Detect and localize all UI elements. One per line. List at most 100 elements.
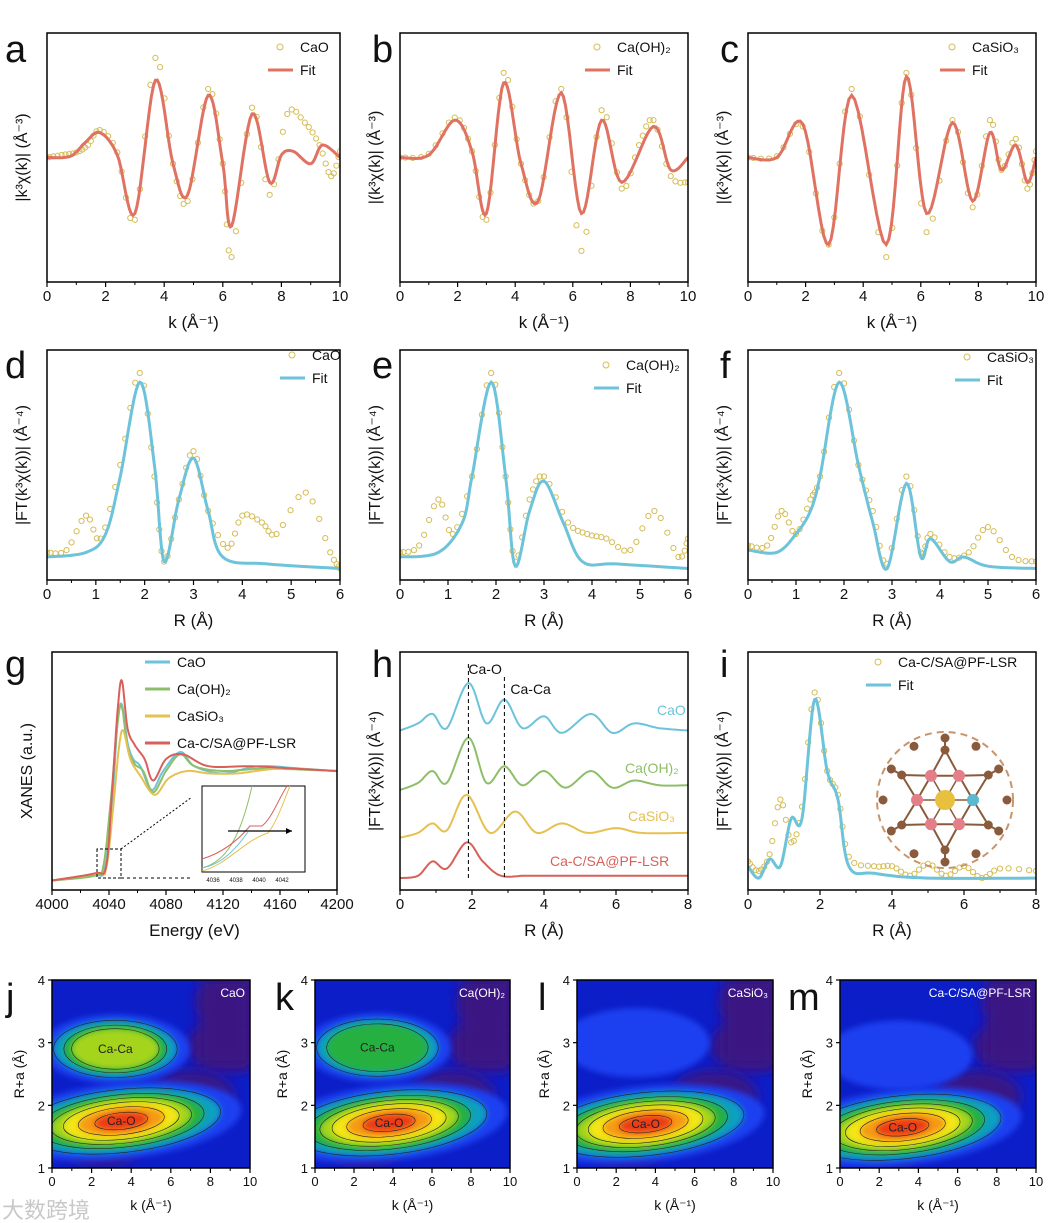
y-tick-label: 1: [301, 1161, 308, 1176]
x-tick-label: 0: [836, 1174, 843, 1189]
data-point: [309, 498, 316, 505]
data-point: [284, 110, 291, 118]
carbon-atom: [971, 849, 981, 859]
data-point: [684, 179, 688, 186]
data-point: [224, 544, 231, 551]
series-label: Ca(OH)₂: [625, 760, 679, 776]
legend-label: CaSiO₃: [972, 39, 1019, 55]
data-point: [677, 179, 684, 186]
x-tick-label: 1: [92, 586, 100, 603]
data-point: [782, 510, 789, 518]
data-point: [435, 496, 442, 503]
data-point: [410, 547, 418, 554]
low-intensity-region: [461, 980, 510, 1065]
data-point: [540, 473, 548, 480]
data-point: [836, 369, 843, 377]
x-tick-label: 1: [444, 586, 452, 603]
data-point: [752, 867, 759, 874]
data-point: [249, 513, 256, 520]
data-point: [623, 182, 630, 189]
series-line-2: [400, 793, 688, 839]
y-axis-label: |k³χ(k)| (Å⁻³): [12, 113, 31, 201]
data-point: [790, 837, 797, 844]
x-axis-label: k (Å⁻¹): [867, 313, 918, 332]
x-tick-label: 1: [792, 586, 800, 603]
x-tick-label: 3: [540, 586, 548, 603]
x-axis-label: R (Å): [872, 921, 912, 940]
data-point: [232, 228, 240, 235]
y-tick-label: 2: [826, 1098, 833, 1113]
x-tick-label: 5: [287, 586, 295, 603]
legend-label: CaSiO₃: [987, 349, 1034, 365]
low-intensity-region: [200, 980, 250, 1065]
x-axis-label: k (Å⁻¹): [519, 313, 570, 332]
data-point: [748, 543, 755, 550]
data-point: [927, 530, 934, 538]
data-point: [780, 802, 787, 809]
data-point: [675, 553, 682, 561]
data-point: [785, 519, 792, 526]
data-point: [804, 505, 811, 512]
data-point: [969, 869, 977, 876]
data-point: [870, 863, 878, 870]
contour-line: [315, 1095, 471, 1151]
y-axis-label: |FT(k³χ(k))| (Å⁻⁴): [713, 711, 732, 831]
legend-label: Fit: [617, 62, 633, 78]
data-point: [266, 191, 273, 198]
x-tick-label: 6: [167, 1174, 174, 1189]
contour-line: [71, 1028, 160, 1070]
x-tick-label: 6: [954, 1174, 961, 1189]
data-point: [664, 529, 671, 536]
y-axis-label: R+a (Å): [11, 1050, 27, 1099]
x-tick-label: 10: [503, 1174, 517, 1189]
inset-tick-label: 4038: [229, 878, 243, 884]
data-point: [603, 535, 610, 542]
data-point: [73, 528, 80, 535]
panel-letter: k: [275, 977, 295, 1019]
series-line-0: [400, 681, 688, 735]
y-tick-label: 4: [38, 973, 45, 988]
legend-label: Fit: [626, 380, 642, 396]
carbon-atom: [940, 745, 950, 755]
y-tick-label: 1: [38, 1161, 45, 1176]
inset-curve: [201, 831, 249, 869]
series-label: CaO: [657, 702, 686, 718]
x-tick-label: 2: [140, 586, 148, 603]
inset-arrowhead: [286, 828, 292, 834]
data-point: [650, 117, 657, 124]
data-point: [439, 501, 446, 508]
heteroatom: [925, 818, 937, 831]
data-point: [883, 254, 890, 261]
y-tick-label: 3: [301, 1036, 308, 1051]
contour-line: [53, 1020, 178, 1078]
data-point: [564, 519, 572, 526]
y-axis-label: |FT(k³χ(k))| (Å⁻⁴): [365, 711, 384, 831]
legend-label: Ca-C/SA@PF-LSR: [177, 735, 296, 751]
data-point: [793, 831, 800, 838]
low-intensity-region: [724, 980, 773, 1065]
x-tick-label: 2: [492, 586, 500, 603]
data-point: [152, 54, 159, 62]
data-point: [759, 544, 766, 552]
data-point: [789, 527, 796, 535]
carbon-atom: [940, 857, 950, 867]
panel-e: Ca(OH)₂ Fit 0 1 2 3 4 5 6 R (Å) |FT(k³χ(k))| (Å⁻⁴)…: [365, 345, 692, 630]
data-point: [279, 128, 286, 135]
data-point: [180, 200, 187, 207]
panel-letter: l: [538, 977, 546, 1019]
y-tick-label: 3: [38, 1036, 45, 1051]
legend-label: CaO: [177, 654, 206, 670]
series-line-1: [47, 78, 340, 229]
intensity-layer: [840, 1020, 973, 1090]
data-point: [774, 804, 781, 811]
x-tick-label: 4160: [263, 896, 296, 913]
data-point: [615, 543, 622, 551]
data-point: [681, 547, 688, 554]
contour-line: [52, 1093, 205, 1149]
contour-line: [63, 1024, 168, 1074]
x-tick-label: 10: [243, 1174, 257, 1189]
data-point: [1009, 139, 1016, 146]
contour-line: [52, 1097, 192, 1145]
x-tick-label: 2: [88, 1174, 95, 1189]
contour-line: [577, 1090, 745, 1158]
